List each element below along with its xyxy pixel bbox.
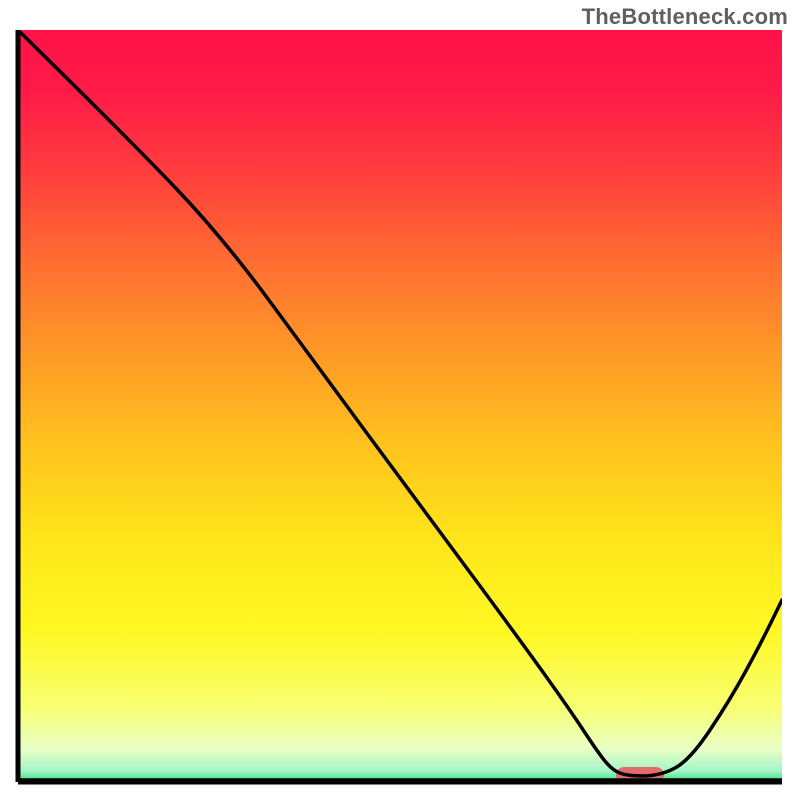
chart-container: TheBottleneck.com bbox=[0, 0, 800, 800]
watermark-text: TheBottleneck.com bbox=[582, 4, 788, 30]
bottleneck-chart bbox=[0, 0, 800, 800]
